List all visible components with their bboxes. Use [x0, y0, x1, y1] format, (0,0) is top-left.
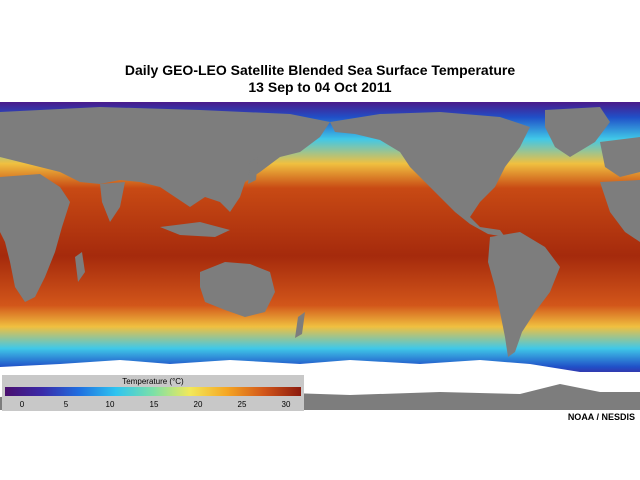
australia [200, 262, 275, 317]
greenland [545, 107, 610, 157]
sst-map [0, 102, 640, 410]
africa [0, 174, 70, 302]
map-title: Daily GEO-LEO Satellite Blended Sea Surf… [124, 62, 516, 78]
legend-tick: 5 [63, 400, 69, 409]
map-subtitle: 13 Sep to 04 Oct 2011 [248, 79, 392, 95]
india [100, 182, 125, 222]
temperature-legend: Temperature (°C) 0 5 10 15 20 25 30 [2, 375, 304, 411]
north-america [330, 112, 530, 237]
indonesia [160, 222, 230, 237]
color-bar [5, 387, 301, 396]
legend-tick: 10 [105, 400, 115, 409]
africa-east [600, 180, 640, 242]
legend-tick: 15 [149, 400, 159, 409]
europe [600, 137, 640, 177]
eurasia [0, 107, 330, 212]
legend-tick: 0 [19, 400, 25, 409]
new-zealand [295, 312, 305, 338]
madagascar [75, 252, 85, 282]
south-america [488, 232, 560, 357]
japan [248, 157, 258, 184]
legend-tick: 25 [237, 400, 247, 409]
credit-label: NOAA / NESDIS [567, 412, 635, 422]
legend-tick: 20 [193, 400, 203, 409]
legend-title: Temperature (°C) [122, 377, 184, 386]
legend-tick: 30 [281, 400, 291, 409]
